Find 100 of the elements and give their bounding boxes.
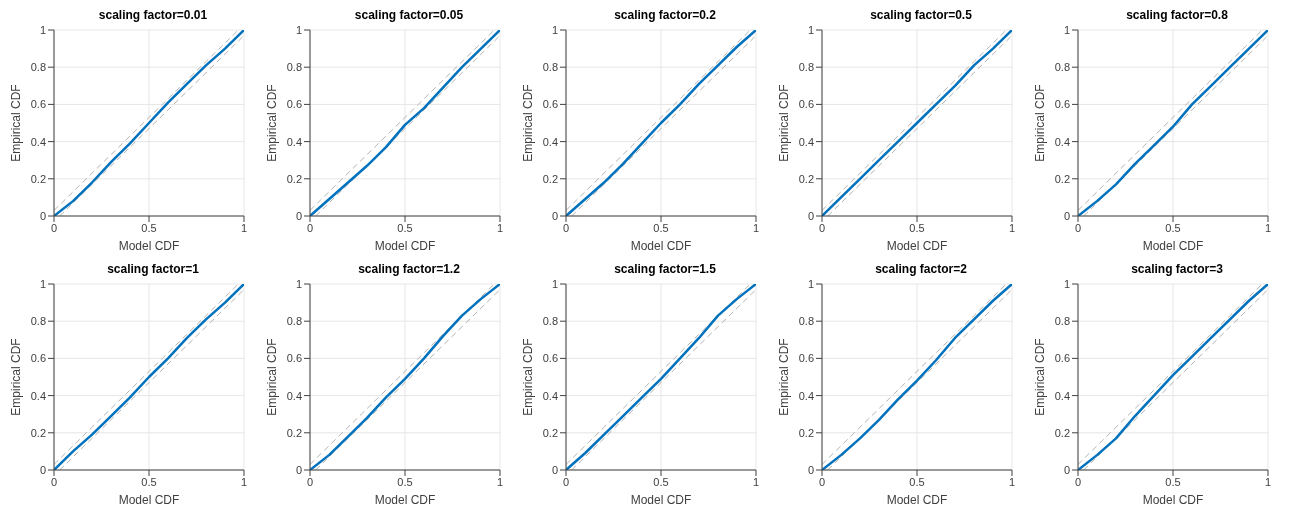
y-axis-title: Empirical CDF	[521, 338, 536, 416]
x-tick-label: 1	[496, 475, 504, 488]
y-axis-title: Empirical CDF	[265, 338, 280, 416]
y-tick-label: 0.6	[542, 98, 558, 111]
y-tick-label: 1	[295, 277, 302, 290]
x-tick-label: 0	[818, 221, 826, 234]
x-tick-label: 1	[752, 221, 760, 234]
chart-title: scaling factor=3	[1130, 262, 1224, 278]
chart-title: scaling factor=1.2	[357, 262, 461, 278]
y-tick-label: 0	[551, 463, 558, 476]
x-tick-label: 1	[240, 475, 248, 488]
x-tick-label: 1	[1264, 475, 1272, 488]
y-tick-label: 0.8	[798, 315, 814, 328]
y-tick-label: 0.4	[30, 135, 46, 148]
y-tick-label: 1	[39, 23, 46, 36]
y-tick-label: 0.6	[30, 352, 46, 365]
y-axis-title: Empirical CDF	[1033, 84, 1048, 162]
y-tick-label: 0.4	[30, 389, 46, 402]
y-axis-title: Empirical CDF	[9, 338, 24, 416]
y-tick-label: 0.2	[798, 426, 814, 439]
x-tick-label: 0.5	[909, 221, 925, 234]
y-tick-label: 0.2	[286, 426, 302, 439]
y-tick-label: 0.6	[286, 352, 302, 365]
x-tick-label: 0	[306, 221, 314, 234]
x-tick-label: 1	[1264, 221, 1272, 234]
y-tick-label: 0.2	[30, 426, 46, 439]
y-tick-label: 0.4	[286, 135, 302, 148]
y-tick-label: 0	[1063, 463, 1070, 476]
y-tick-label: 0.8	[798, 61, 814, 74]
x-tick-label: 0	[818, 475, 826, 488]
y-tick-label: 0	[807, 209, 814, 222]
x-axis-title: Model CDF	[118, 493, 180, 507]
y-tick-label: 1	[39, 277, 46, 290]
x-axis-title: Model CDF	[374, 493, 436, 507]
y-tick-label: 0.4	[542, 389, 558, 402]
x-tick-label: 1	[752, 475, 760, 488]
y-tick-label: 0	[295, 463, 302, 476]
y-tick-label: 0.6	[542, 352, 558, 365]
y-tick-label: 0.4	[798, 135, 814, 148]
x-axis-title: Model CDF	[1142, 239, 1204, 253]
chart-title: scaling factor=1	[106, 262, 200, 278]
y-axis-title: Empirical CDF	[777, 338, 792, 416]
x-tick-label: 0	[1074, 221, 1082, 234]
x-tick-label: 1	[1008, 221, 1016, 234]
y-tick-label: 1	[807, 277, 814, 290]
y-tick-label: 0.6	[1054, 352, 1070, 365]
x-tick-label: 1	[1008, 475, 1016, 488]
y-axis-title: Empirical CDF	[777, 84, 792, 162]
y-tick-label: 0.6	[798, 98, 814, 111]
x-tick-label: 0.5	[653, 221, 669, 234]
y-tick-label: 0.8	[542, 315, 558, 328]
x-tick-label: 0	[50, 221, 58, 234]
chart-title: scaling factor=0.5	[869, 8, 973, 24]
y-tick-label: 0.4	[1054, 135, 1070, 148]
x-tick-label: 1	[496, 221, 504, 234]
y-tick-label: 1	[295, 23, 302, 36]
x-axis-title: Model CDF	[886, 239, 948, 253]
x-tick-label: 1	[240, 221, 248, 234]
y-tick-label: 1	[551, 277, 558, 290]
y-tick-label: 0	[39, 209, 46, 222]
y-tick-label: 0.6	[798, 352, 814, 365]
y-tick-label: 0.2	[30, 172, 46, 185]
y-tick-label: 0.2	[286, 172, 302, 185]
chart-title: scaling factor=1.5	[613, 262, 717, 278]
x-tick-label: 0	[562, 221, 570, 234]
y-tick-label: 0.8	[542, 61, 558, 74]
x-tick-label: 0	[562, 475, 570, 488]
y-axis-title: Empirical CDF	[521, 84, 536, 162]
y-tick-label: 0.2	[798, 172, 814, 185]
y-tick-label: 0.8	[30, 315, 46, 328]
x-axis-title: Model CDF	[630, 493, 692, 507]
x-axis-title: Model CDF	[118, 239, 180, 253]
y-tick-label: 0.4	[286, 389, 302, 402]
x-tick-label: 0.5	[141, 475, 157, 488]
y-tick-label: 0	[39, 463, 46, 476]
x-tick-label: 0.5	[397, 475, 413, 488]
y-tick-label: 0.6	[30, 98, 46, 111]
y-axis-title: Empirical CDF	[1033, 338, 1048, 416]
x-tick-label: 0.5	[1165, 475, 1181, 488]
x-tick-label: 0	[50, 475, 58, 488]
chart-title: scaling factor=0.01	[97, 8, 209, 24]
y-tick-label: 0.8	[1054, 61, 1070, 74]
chart-title: scaling factor=0.2	[613, 8, 717, 24]
y-tick-label: 1	[551, 23, 558, 36]
x-tick-label: 0.5	[653, 475, 669, 488]
x-axis-title: Model CDF	[630, 239, 692, 253]
x-tick-label: 0.5	[397, 221, 413, 234]
y-axis-title: Empirical CDF	[265, 84, 280, 162]
y-tick-label: 0.6	[1054, 98, 1070, 111]
y-tick-label: 0.6	[286, 98, 302, 111]
y-tick-label: 0	[807, 463, 814, 476]
x-axis-title: Model CDF	[374, 239, 436, 253]
y-tick-label: 1	[1063, 277, 1070, 290]
y-tick-label: 0.2	[542, 426, 558, 439]
y-tick-label: 0.8	[30, 61, 46, 74]
y-tick-label: 0.2	[1054, 426, 1070, 439]
y-tick-label: 0	[551, 209, 558, 222]
y-tick-label: 0.2	[542, 172, 558, 185]
y-tick-label: 1	[1063, 23, 1070, 36]
x-tick-label: 0.5	[909, 475, 925, 488]
